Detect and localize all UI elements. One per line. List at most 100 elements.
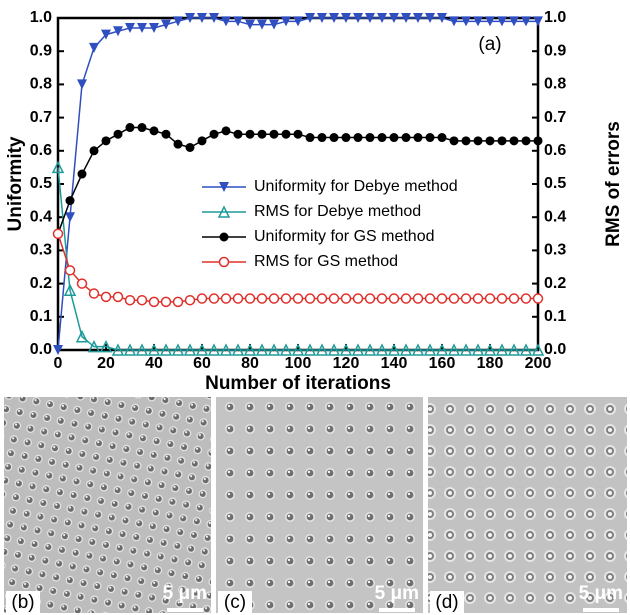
marker	[508, 293, 520, 304]
marker	[208, 293, 220, 304]
y-tick-label: 0.1	[30, 308, 52, 325]
marker	[449, 16, 459, 27]
marker	[149, 126, 159, 136]
x-tick-label: 40	[145, 355, 163, 372]
marker	[365, 13, 375, 23]
marker	[243, 343, 257, 356]
x-axis-title: Number of iterations	[205, 373, 391, 394]
marker	[460, 293, 472, 304]
marker	[220, 293, 232, 304]
marker	[148, 296, 160, 308]
marker	[387, 343, 401, 356]
marker	[364, 293, 376, 304]
marker	[100, 291, 112, 303]
marker	[425, 13, 435, 23]
y-tick-label: 0.8	[30, 76, 52, 93]
marker	[219, 343, 233, 356]
marker	[195, 343, 209, 356]
panel-label: (b)	[11, 592, 34, 613]
marker	[436, 293, 448, 304]
marker	[413, 13, 423, 23]
marker	[495, 343, 509, 356]
marker	[279, 343, 293, 356]
marker	[461, 16, 471, 27]
marker	[400, 293, 412, 304]
panel-label-box	[430, 591, 464, 613]
marker	[316, 293, 328, 304]
marker	[425, 133, 435, 143]
marker	[305, 13, 315, 23]
marker	[183, 343, 197, 356]
marker	[125, 22, 135, 33]
scale-bar	[583, 608, 619, 612]
y-tick-label: 0.2	[30, 275, 52, 292]
marker	[101, 29, 111, 40]
marker	[412, 293, 424, 304]
marker	[159, 343, 173, 356]
marker	[256, 293, 268, 304]
marker	[377, 13, 387, 23]
marker	[65, 196, 75, 206]
marker	[233, 129, 243, 139]
marker	[303, 343, 317, 356]
marker	[113, 129, 123, 139]
marker	[137, 22, 147, 33]
marker	[185, 142, 195, 152]
legend-label: Uniformity for GS method	[254, 228, 435, 245]
marker	[257, 19, 267, 30]
marker	[341, 133, 351, 143]
marker	[317, 13, 327, 23]
marker	[485, 16, 495, 27]
y2-tick-label: 0.2	[544, 275, 566, 292]
y2-tick-label: 0.9	[544, 42, 566, 59]
marker	[521, 16, 531, 27]
marker	[413, 133, 423, 143]
scale-bar	[167, 608, 203, 612]
panel-label-box	[6, 591, 40, 613]
x-tick-label: 180	[477, 355, 504, 372]
scale-bar	[379, 608, 415, 612]
marker	[532, 293, 544, 304]
x-tick-label: 160	[429, 355, 456, 372]
y2-tick-label: 0.6	[544, 142, 566, 159]
marker	[112, 291, 124, 303]
marker	[171, 343, 185, 356]
marker	[352, 293, 364, 304]
marker	[305, 133, 315, 143]
marker	[125, 123, 135, 133]
marker	[161, 19, 171, 30]
marker	[531, 343, 545, 356]
marker	[363, 343, 377, 356]
marker	[135, 343, 149, 356]
marker	[196, 293, 208, 304]
marker	[280, 293, 292, 304]
marker	[207, 343, 221, 356]
marker	[233, 16, 243, 27]
marker	[245, 19, 255, 30]
marker	[437, 13, 447, 23]
y-tick-label: 0.6	[30, 142, 52, 159]
series-line	[57, 167, 538, 351]
y2-tick-label: 0.8	[544, 76, 566, 93]
marker	[123, 343, 137, 356]
marker	[267, 343, 281, 356]
y-tick-label: 1.0	[30, 9, 52, 26]
marker	[461, 136, 471, 146]
marker	[197, 136, 207, 146]
marker	[184, 294, 196, 306]
marker	[291, 343, 305, 356]
marker	[87, 340, 101, 353]
y2-tick-label: 0.5	[544, 175, 566, 192]
marker	[173, 139, 183, 149]
marker	[507, 343, 521, 356]
marker	[75, 330, 89, 343]
marker	[473, 136, 483, 146]
marker	[269, 19, 279, 30]
marker	[281, 16, 291, 27]
marker	[244, 293, 256, 304]
marker	[353, 133, 363, 143]
y2-tick-label: 0.7	[544, 109, 566, 126]
x-tick-label: 80	[241, 355, 259, 372]
marker	[137, 123, 147, 133]
marker	[401, 13, 411, 23]
